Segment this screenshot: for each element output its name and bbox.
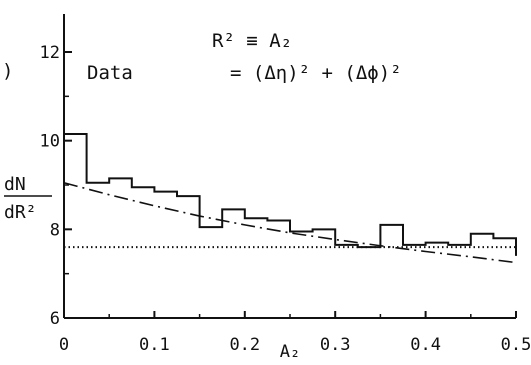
data-histogram-series bbox=[63, 133, 517, 318]
equation-line-1: R² ≡ A₂ bbox=[212, 30, 292, 52]
dash-dot-fit-curve bbox=[63, 182, 517, 264]
x-tick-label-5: 0.5 bbox=[501, 335, 531, 355]
y-axis-label-numerator: dN bbox=[4, 174, 26, 195]
x-tick-label-4: 0.4 bbox=[410, 335, 441, 355]
y-tick-label-3: 12 bbox=[40, 43, 60, 63]
x-tick-label-1: 0.1 bbox=[139, 335, 170, 355]
x-axis-label: A₂ bbox=[280, 342, 300, 362]
x-tick-label-2: 0.2 bbox=[229, 335, 260, 355]
data-label: Data bbox=[87, 62, 133, 84]
equation-line-2: = (Δη)² + (Δϕ)² bbox=[230, 62, 402, 84]
x-tick-label-3: 0.3 bbox=[320, 335, 351, 355]
y-axis-ticks: 6 8 10 12 bbox=[40, 43, 72, 329]
y-tick-label-2: 10 bbox=[40, 132, 60, 152]
y-tick-label-1: 8 bbox=[50, 220, 60, 240]
left-edge-fragment: ) bbox=[2, 60, 13, 82]
y-axis-label-denominator: dR² bbox=[4, 202, 37, 223]
x-tick-label-0: 0 bbox=[59, 335, 69, 355]
y-tick-label-0: 6 bbox=[50, 309, 60, 329]
x-axis-ticks: 0 0.1 0.2 0.3 0.4 0.5 bbox=[59, 311, 531, 355]
